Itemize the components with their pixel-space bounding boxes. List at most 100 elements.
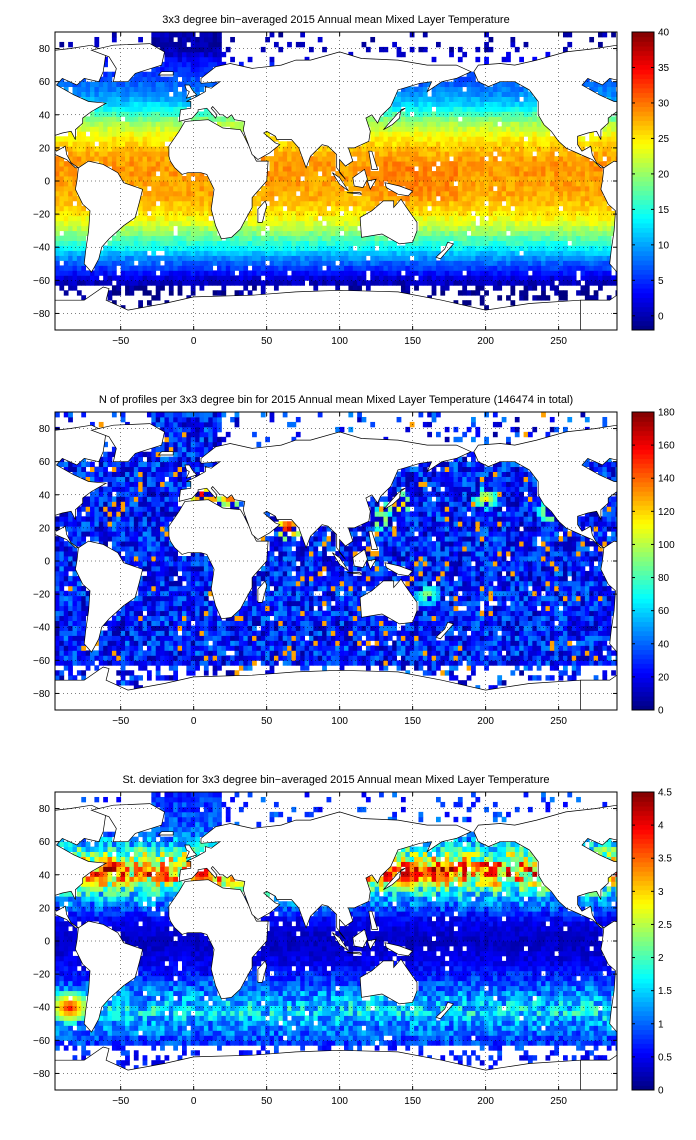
heatmap-cell [190, 210, 196, 217]
heatmap-cell [238, 270, 244, 276]
heatmap-cell [396, 91, 402, 97]
heatmap-cell [234, 655, 240, 661]
heatmap-cell [85, 91, 91, 97]
heatmap-cell [212, 650, 218, 656]
heatmap-cell [72, 176, 78, 182]
heatmap-cell [225, 46, 231, 53]
heatmap-cell [173, 86, 179, 92]
heatmap-cell [313, 166, 319, 172]
heatmap-cell [287, 655, 292, 661]
heatmap-cell [562, 275, 568, 281]
heatmap-cell [514, 111, 520, 117]
heatmap-cell [554, 220, 560, 227]
heatmap-cell [365, 146, 371, 152]
heatmap-cell [287, 240, 292, 246]
heatmap-cell [361, 650, 367, 656]
heatmap-cell [186, 645, 192, 651]
heatmap-cell [514, 81, 520, 88]
heatmap-cell [111, 270, 117, 276]
heatmap-cell [55, 215, 60, 222]
heatmap-cell [190, 205, 196, 212]
heatmap-cell [435, 106, 441, 112]
heatmap-cell [282, 166, 288, 172]
heatmap-cell [593, 225, 599, 232]
heatmap-cell [541, 280, 546, 286]
heatmap-cell [208, 265, 214, 271]
heatmap-cell [449, 655, 454, 661]
heatmap-cell [199, 270, 205, 276]
heatmap-cell [164, 91, 170, 97]
heatmap-cell [497, 265, 503, 271]
heatmap-cell [497, 190, 503, 197]
heatmap-cell [173, 255, 179, 261]
heatmap-cell [457, 680, 463, 686]
heatmap-cell [85, 136, 91, 142]
heatmap-cell [282, 265, 288, 271]
heatmap-cell [514, 235, 520, 241]
heatmap-cell [85, 225, 91, 232]
heatmap-cell [453, 141, 459, 147]
heatmap-cell [142, 285, 148, 291]
heatmap-cell [164, 146, 170, 152]
heatmap-cell [462, 176, 468, 182]
heatmap-cell [243, 235, 249, 241]
heatmap-cell [453, 240, 459, 246]
heatmap-cell [326, 230, 332, 237]
heatmap-cell [523, 215, 529, 222]
heatmap-cell [479, 300, 485, 306]
heatmap-cell [589, 190, 595, 197]
heatmap-cell [532, 260, 538, 266]
heatmap-cell [146, 260, 152, 266]
heatmap-cell [186, 215, 192, 222]
heatmap-cell [536, 240, 542, 246]
heatmap-cell [440, 290, 446, 296]
heatmap-cell [514, 230, 520, 237]
heatmap-cell [317, 151, 323, 157]
heatmap-cell [584, 645, 590, 651]
heatmap-cell [457, 660, 463, 666]
heatmap-cell [602, 225, 608, 232]
heatmap-cell [155, 205, 161, 212]
heatmap-cell [138, 146, 143, 152]
heatmap-cell [514, 645, 520, 651]
heatmap-cell [400, 265, 406, 271]
heatmap-cell [160, 190, 165, 197]
heatmap-cells [55, 412, 617, 691]
heatmap-cell [146, 205, 152, 212]
heatmap-cell [519, 655, 524, 661]
heatmap-cell [186, 171, 192, 177]
heatmap-cell [164, 41, 170, 48]
heatmap-cell [501, 275, 507, 281]
heatmap-cell [589, 146, 595, 152]
heatmap-cell [611, 146, 616, 152]
heatmap-cell [208, 260, 214, 266]
heatmap-cell [81, 156, 87, 162]
heatmap-cell [449, 101, 454, 107]
heatmap-cell [129, 275, 135, 281]
heatmap-cell [217, 121, 222, 127]
heatmap-cell [409, 131, 415, 137]
heatmap-cell [168, 640, 174, 646]
heatmap-cell [405, 650, 411, 656]
heatmap-cell [212, 235, 218, 241]
heatmap-cell [203, 190, 209, 197]
heatmap-cell [103, 81, 108, 88]
heatmap-cell [418, 195, 424, 202]
heatmap-cell [488, 46, 494, 53]
heatmap-cell [59, 190, 65, 197]
heatmap-cell [138, 235, 143, 241]
heatmap-cell [488, 225, 494, 232]
heatmap-cell [527, 156, 533, 162]
heatmap-cell [536, 275, 542, 281]
heatmap-cell [76, 220, 82, 227]
heatmap-cell [282, 280, 288, 286]
heatmap-cell [514, 210, 520, 217]
heatmap-cell [326, 260, 332, 266]
heatmap-cell [291, 240, 297, 246]
heatmap-cell [576, 220, 581, 227]
heatmap-cell [379, 645, 384, 651]
heatmap-cell [125, 176, 130, 182]
heatmap-cell [339, 235, 345, 241]
heatmap-cell [453, 136, 459, 142]
heatmap-cell [541, 260, 546, 266]
